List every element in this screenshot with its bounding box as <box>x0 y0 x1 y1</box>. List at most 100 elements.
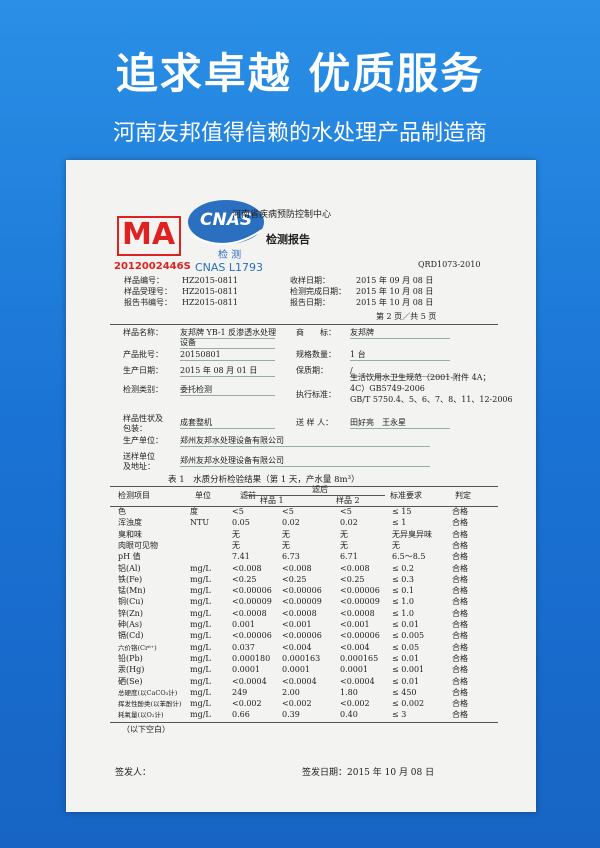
col-header: 滤后 <box>312 485 328 494</box>
row-cell: mg/L <box>190 710 211 720</box>
row-item: 铝(Al) <box>118 563 141 573</box>
field-underline <box>180 338 275 339</box>
row-cell: <0.00009 <box>340 597 380 607</box>
meta-label: 报告日期： <box>290 298 330 307</box>
row-item: 浑浊度 <box>118 518 142 528</box>
field-underline <box>180 395 275 396</box>
row-item: 臭和味 <box>118 529 142 539</box>
row-item: 六价铬(Cr⁶⁺) <box>118 643 157 652</box>
row-cell: <0.00009 <box>282 597 322 607</box>
row-item: 挥发性酚类(以苯酚计) <box>118 700 182 709</box>
row-cell: mg/L <box>190 608 211 618</box>
row-cell: <0.00006 <box>282 586 322 596</box>
row-judgement: 合格 <box>452 529 468 539</box>
info-value: / <box>350 366 353 375</box>
row-item: 砷(As) <box>118 620 143 629</box>
rule-line <box>110 722 498 723</box>
row-cell: ≤ 0.005 <box>392 631 425 641</box>
row-cell: 无异臭异味 <box>392 529 432 539</box>
row-cell: <0.00009 <box>232 597 272 607</box>
row-cell: ≤ 15 <box>392 507 412 516</box>
page-number: 第 2 页／共 5 页 <box>376 312 437 321</box>
info-value: 成套整机 <box>180 418 212 427</box>
row-cell: <0.0004 <box>282 676 317 686</box>
row-judgement: 合格 <box>452 653 468 663</box>
table-caption: 表 1 水质分析检验结果（第 1 天，产水量 8m³） <box>168 475 360 485</box>
row-cell: <0.25 <box>340 574 365 584</box>
meta-value: HZ2015-0811 <box>182 287 238 296</box>
row-cell: 6.71 <box>340 552 358 562</box>
ma-logo: MA <box>122 217 176 252</box>
row-cell: ≤ 1 <box>392 518 407 528</box>
row-item: 铁(Fe) <box>118 574 143 584</box>
info-value: 郑州友邦水处理设备有限公司 <box>180 456 284 465</box>
row-cell: <0.001 <box>282 620 312 629</box>
info-label: 及地址： <box>123 462 155 471</box>
row-cell: <0.004 <box>282 642 312 652</box>
row-item: 汞(Hg) <box>118 665 145 675</box>
row-cell: 7.41 <box>232 552 250 562</box>
info-value: 2015 年 08 月 01 日 <box>180 366 258 375</box>
row-cell: <0.0004 <box>232 676 267 686</box>
row-cell: ≤ 0.2 <box>392 563 414 573</box>
col-header: 判定 <box>455 491 471 500</box>
row-cell: <0.008 <box>282 563 312 573</box>
row-cell: 0.02 <box>282 518 300 528</box>
row-judgement: 合格 <box>452 552 468 562</box>
row-cell: 0.40 <box>340 710 358 720</box>
col-header: 滤前 <box>240 491 256 500</box>
row-cell: <0.008 <box>340 563 370 573</box>
header-title: 追求卓越 优质服务 <box>115 49 485 98</box>
meta-label: 检测完成日期： <box>290 287 346 296</box>
field-underline <box>350 338 450 339</box>
row-judgement: 合格 <box>452 574 468 584</box>
row-cell: mg/L <box>190 642 211 652</box>
row-item: 耗氧量(以O₂计) <box>118 711 164 720</box>
row-judgement: 合格 <box>452 642 468 652</box>
row-cell: ≤ 0.05 <box>392 642 420 652</box>
info-label: 保质期： <box>296 366 328 375</box>
row-item: 总硬度(以CaCO₃计) <box>118 688 178 697</box>
form-code: QRD1073-2010 <box>418 260 481 269</box>
info-label: 送 样 人： <box>296 418 334 427</box>
row-cell: 无 <box>340 540 348 550</box>
info-value: 4C）GB5749-2006 <box>350 384 425 393</box>
info-label: 检测类别： <box>123 385 163 394</box>
col-header: 标准要求 <box>390 491 422 500</box>
row-cell: 0.0001 <box>340 665 368 675</box>
row-item: 色 <box>118 507 126 516</box>
row-cell: ≤ 1.0 <box>392 608 414 618</box>
row-cell: ≤ 0.002 <box>392 699 425 709</box>
field-underline <box>180 360 275 361</box>
row-cell: <0.001 <box>340 620 370 629</box>
sign-date: 签发日期：2015 年 10 月 08 日 <box>302 768 435 778</box>
row-judgement: 合格 <box>452 620 468 629</box>
meta-label: 报告书编号： <box>124 298 172 307</box>
row-cell: 无 <box>340 529 348 539</box>
row-cell: 6.73 <box>282 552 300 562</box>
meta-value: 2015 年 09 月 08 日 <box>356 276 434 285</box>
info-value: 设备 <box>180 338 196 347</box>
row-item: 锌(Zn) <box>118 608 143 618</box>
row-cell: mg/L <box>190 653 211 663</box>
row-cell: <5 <box>282 507 294 516</box>
row-cell: <5 <box>340 507 352 516</box>
info-label: 样品名称： <box>123 328 163 337</box>
row-cell: 0.001 <box>232 620 255 629</box>
meta-value: HZ2015-0811 <box>182 276 238 285</box>
row-cell: ≤ 0.01 <box>392 653 420 663</box>
row-judgement: 合格 <box>452 699 468 709</box>
row-cell: ≤ 0.3 <box>392 574 414 584</box>
info-label: 生产单位： <box>123 436 163 445</box>
rule-line <box>246 495 385 496</box>
row-cell: <0.0008 <box>340 608 375 618</box>
info-value: 1 台 <box>350 350 366 359</box>
row-cell: NTU <box>190 518 210 528</box>
row-judgement: 合格 <box>452 631 468 641</box>
row-cell: mg/L <box>190 699 211 709</box>
row-cell: 0.39 <box>282 710 300 720</box>
info-label: 样品性状及 <box>123 414 163 423</box>
row-cell: 无 <box>282 529 290 539</box>
info-value: 委托检测 <box>180 385 212 394</box>
row-cell: <5 <box>232 507 244 516</box>
